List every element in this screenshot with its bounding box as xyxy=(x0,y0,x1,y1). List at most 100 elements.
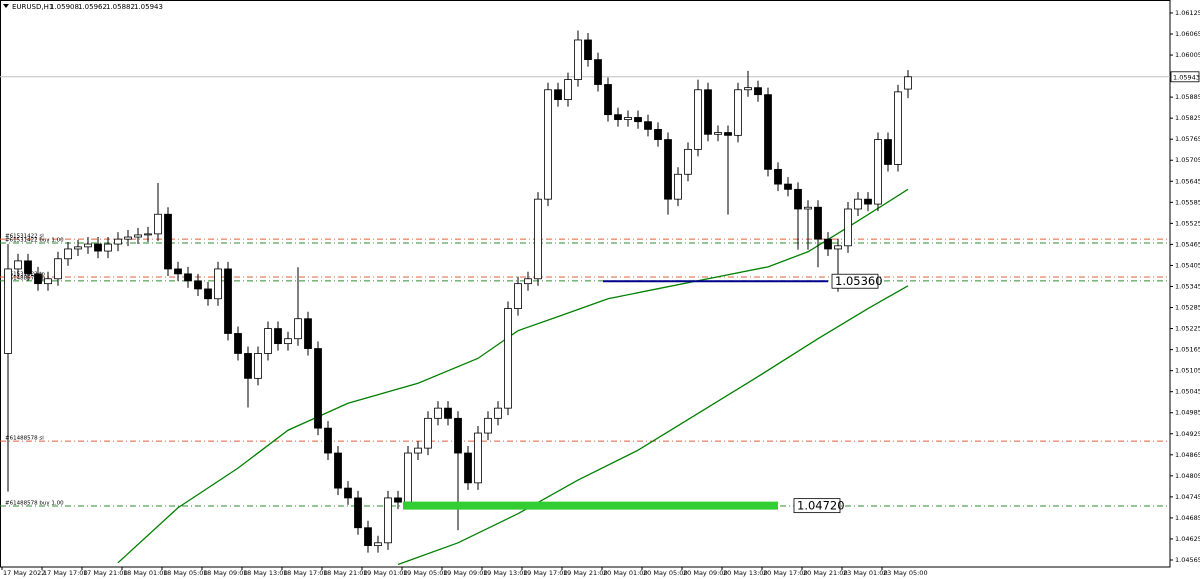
candle-body xyxy=(354,497,362,529)
y-tick-label: 1.05045 xyxy=(1175,388,1200,396)
y-tick-label: 1.04745 xyxy=(1175,493,1200,501)
x-tick-label: 17 May 2022 xyxy=(3,569,45,577)
candle-body xyxy=(124,236,132,240)
candle-body xyxy=(794,188,802,210)
candle-body xyxy=(184,273,192,282)
candle-body xyxy=(234,333,242,354)
x-tick-label: 23 May 05:00 xyxy=(883,569,928,577)
candle-body xyxy=(114,238,122,245)
y-tick-label: 1.05105 xyxy=(1175,367,1200,375)
x-tick-label: 18 May 21:00 xyxy=(323,569,368,577)
x-tick-label: 17 May 17:00 xyxy=(43,569,88,577)
x-tick-label: 18 May 01:00 xyxy=(123,569,168,577)
x-tick-label: 19 May 21:00 xyxy=(563,569,608,577)
candle-body xyxy=(574,39,582,80)
y-tick-label: 1.05225 xyxy=(1175,325,1200,333)
x-tick-label: 20 May 13:00 xyxy=(723,569,768,577)
candle-body xyxy=(734,89,742,136)
candle-body xyxy=(84,243,92,248)
candle-body xyxy=(564,79,572,100)
candle-body xyxy=(174,268,182,275)
candle-body xyxy=(874,139,882,205)
candle-body xyxy=(704,89,712,135)
x-tick-label: 18 May 13:00 xyxy=(243,569,288,577)
y-tick-label: 1.05825 xyxy=(1175,114,1200,122)
candle-body xyxy=(524,278,532,285)
x-tick-label: 18 May 17:00 xyxy=(283,569,328,577)
candle-body xyxy=(294,318,302,340)
x-tick-label: 19 May 17:00 xyxy=(523,569,568,577)
x-tick-label: 20 May 01:00 xyxy=(603,569,648,577)
candle-body xyxy=(884,139,892,165)
candle-body xyxy=(664,139,672,200)
x-tick-label: 19 May 05:00 xyxy=(403,569,448,577)
candle-body xyxy=(254,353,262,379)
candle-body xyxy=(684,148,692,175)
candle-body xyxy=(654,128,662,140)
candle-body xyxy=(4,268,12,354)
candle-body xyxy=(444,407,452,419)
candle-body xyxy=(674,173,682,200)
candle-body xyxy=(34,273,42,285)
candle-body xyxy=(904,76,912,90)
y-tick-label: 1.05525 xyxy=(1175,219,1200,227)
y-tick-label: 1.06125 xyxy=(1175,9,1200,17)
level-label-box xyxy=(793,498,841,514)
header-high: 1.05962 xyxy=(78,3,107,11)
y-tick-label: 1.06065 xyxy=(1175,30,1200,38)
level-label-box xyxy=(831,273,879,289)
candle-body xyxy=(224,268,232,334)
candle-body xyxy=(584,39,592,61)
menu-arrow[interactable] xyxy=(3,4,9,8)
y-tick-label: 1.04985 xyxy=(1175,409,1200,417)
candle-body xyxy=(604,84,612,116)
y-tick-label: 1.05405 xyxy=(1175,261,1200,269)
y-tick-label: 1.04925 xyxy=(1175,430,1200,438)
candle-body xyxy=(284,338,292,345)
order-label: #61488578 sl xyxy=(5,436,44,442)
candle-body xyxy=(364,527,372,547)
candle-body xyxy=(384,497,392,544)
candle-body xyxy=(24,260,32,275)
candle-body xyxy=(54,258,62,280)
candle-body xyxy=(804,206,812,210)
y-tick-label: 1.05165 xyxy=(1175,346,1200,354)
plot-area: #61531422 sl#61531422 buy 1.00 #61531422 … xyxy=(0,30,1170,566)
candle-body xyxy=(74,246,82,250)
candle-body xyxy=(344,487,352,499)
candle-body xyxy=(244,353,252,379)
candle-body xyxy=(134,234,142,238)
x-tick-label: 18 May 09:00 xyxy=(203,569,248,577)
candle-body xyxy=(144,233,152,236)
price-tag: 1.05943 xyxy=(1173,73,1200,81)
candle-body xyxy=(154,213,162,235)
candle-body xyxy=(274,328,282,345)
y-tick-label: 1.04805 xyxy=(1175,472,1200,480)
candle-body xyxy=(534,198,542,280)
candle-body xyxy=(474,432,482,484)
candle-body xyxy=(424,417,432,449)
order-label: #61531422 sl xyxy=(5,234,44,240)
candle-body xyxy=(14,260,22,270)
candle-body xyxy=(754,87,762,96)
x-tick-label: 19 May 01:00 xyxy=(363,569,408,577)
candle-body xyxy=(634,117,642,123)
x-tick-label: 17 May 21:00 xyxy=(83,569,128,577)
candle-body xyxy=(814,206,822,240)
x-tick-label: 18 May 05:00 xyxy=(163,569,208,577)
candle-body xyxy=(434,407,442,419)
y-tick-label: 1.04685 xyxy=(1175,514,1200,522)
header-low: 1.05882 xyxy=(106,3,135,11)
candle-body xyxy=(214,268,222,300)
candle-body xyxy=(414,447,422,454)
y-tick-label: 1.05705 xyxy=(1175,156,1200,164)
candle-body xyxy=(334,452,342,489)
y-tick-label: 1.05585 xyxy=(1175,198,1200,206)
candle-body xyxy=(394,497,402,503)
x-tick-label: 20 May 09:00 xyxy=(683,569,728,577)
price-tag-box xyxy=(1170,71,1200,83)
candle-body xyxy=(784,183,792,190)
candle-body xyxy=(204,288,212,300)
candle-body xyxy=(504,308,512,409)
